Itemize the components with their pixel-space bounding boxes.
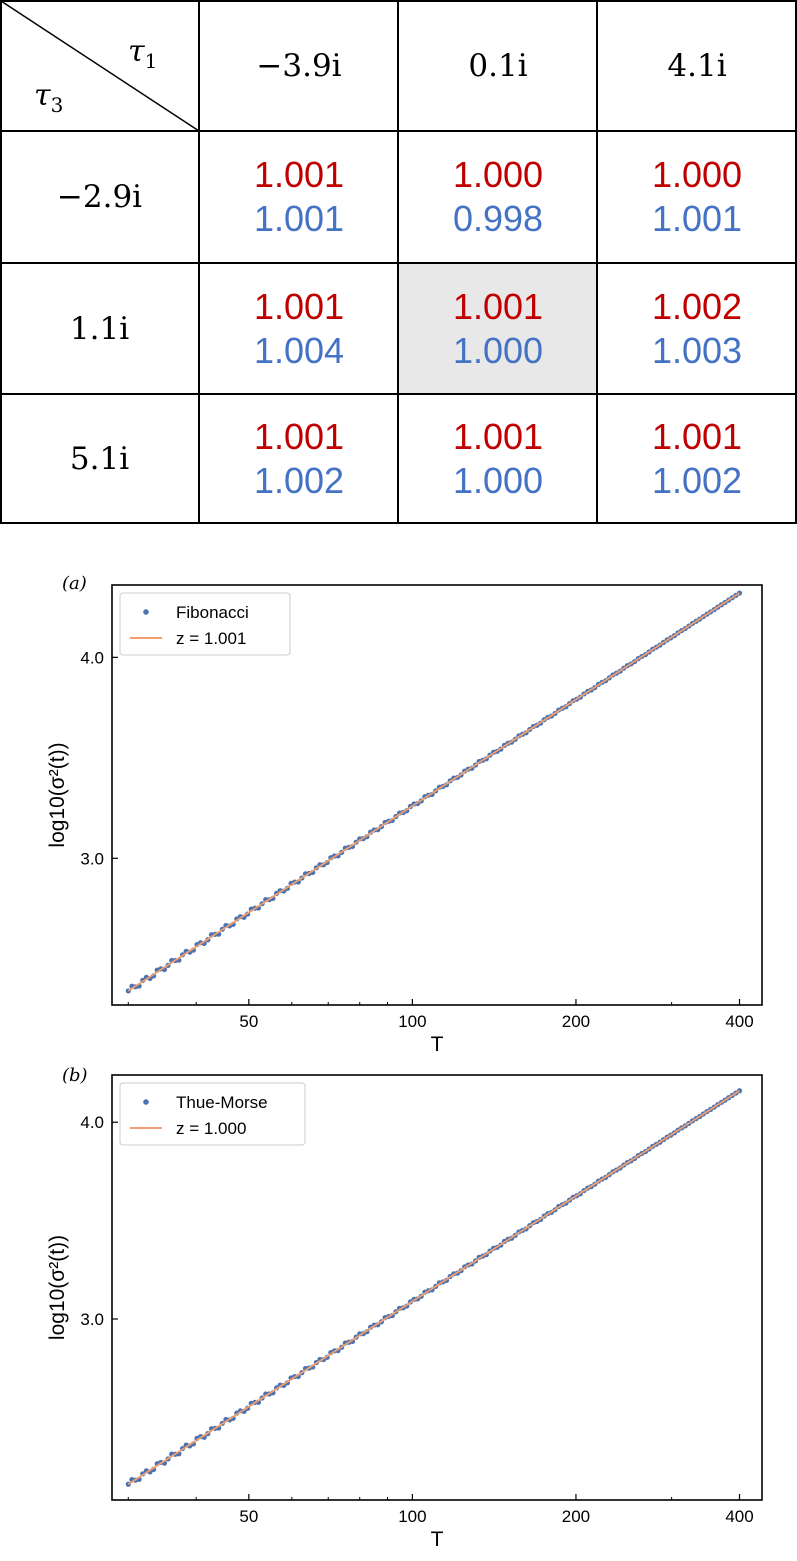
legend: Fibonacci z = 1.001 <box>119 592 291 656</box>
value-blue: 1.002 <box>651 460 743 501</box>
col-header: −3.9i <box>256 47 342 84</box>
col-header: 0.1i <box>468 47 528 84</box>
table-cell: 1.001 1.000 <box>399 394 597 524</box>
tau1-label: τ1 <box>128 34 158 73</box>
y-tick-label: 4.0 <box>80 1113 104 1132</box>
value-red: 1.001 <box>452 285 544 327</box>
x-tick-label: 50 <box>239 1507 258 1526</box>
legend-box <box>119 592 291 656</box>
row-header: 5.1i <box>69 441 130 477</box>
fit-line <box>127 592 741 992</box>
table-cell: 1.001 1.004 <box>199 263 399 394</box>
table-border-left <box>0 0 2 524</box>
table-cell: 1.000 1.001 <box>597 131 797 263</box>
row-header: 1.1i <box>69 310 130 347</box>
value-blue: 1.000 <box>452 460 544 501</box>
x-tick-label: 100 <box>398 1507 426 1526</box>
value-red: 1.000 <box>651 154 743 195</box>
highlight-cell-bg <box>399 263 597 394</box>
plot-frame <box>111 584 763 1006</box>
corner-diagonal <box>0 0 199 131</box>
value-red: 1.001 <box>253 285 345 327</box>
x-tick-label: 50 <box>239 1012 258 1031</box>
value-red: 1.002 <box>651 285 743 327</box>
table-cell: 1.001 1.002 <box>199 394 399 524</box>
results-table: τ1 τ3 −3.9i 0.1i 4.1i −2.9i 1.1i 5.1i 1.… <box>0 0 797 524</box>
plot-frame <box>111 1074 763 1501</box>
legend-box <box>119 1082 306 1146</box>
tau3-label: τ3 <box>34 78 64 117</box>
x-tick-label: 400 <box>725 1012 753 1031</box>
legend-label: z = 1.000 <box>176 1119 246 1138</box>
panel-label: (b) <box>62 1065 88 1086</box>
value-blue: 1.003 <box>651 329 743 371</box>
y-axis-title: log10(σ²(t)) <box>46 1235 69 1340</box>
y-tick-label: 3.0 <box>80 849 104 868</box>
table-cell-highlighted: 1.001 1.000 <box>399 263 597 394</box>
table-cell: 1.001 1.001 <box>199 131 399 263</box>
value-blue: 1.000 <box>452 329 544 371</box>
table-col-divider <box>596 0 598 524</box>
table-col-divider <box>397 0 399 524</box>
y-tick-label: 3.0 <box>80 1310 104 1329</box>
value-red: 1.001 <box>253 154 345 195</box>
x-tick-label: 100 <box>398 1012 426 1031</box>
table-cell: 1.002 1.003 <box>597 263 797 394</box>
value-red: 1.001 <box>651 416 743 457</box>
x-axis-title: T <box>431 1033 444 1055</box>
value-blue: 1.001 <box>651 198 743 239</box>
legend-label: Thue-Morse <box>176 1093 268 1112</box>
col-header: 4.1i <box>667 47 727 84</box>
legend-label: Fibonacci <box>176 603 249 622</box>
x-tick-label: 400 <box>725 1507 753 1526</box>
y-tick-label: 4.0 <box>80 648 104 667</box>
legend-label: z = 1.001 <box>176 629 246 648</box>
value-red: 1.001 <box>253 416 345 457</box>
table-border-right <box>795 0 797 524</box>
value-blue: 1.004 <box>253 329 345 371</box>
value-blue: 1.001 <box>253 198 345 239</box>
x-tick-label: 200 <box>562 1507 590 1526</box>
x-tick-label: 200 <box>562 1012 590 1031</box>
value-blue: 1.002 <box>253 460 345 501</box>
value-red: 1.001 <box>452 416 544 457</box>
value-blue: 0.998 <box>452 198 544 239</box>
legend-marker-points <box>143 609 149 615</box>
legend: Thue-Morse z = 1.000 <box>119 1082 306 1146</box>
row-header: −2.9i <box>56 179 143 215</box>
fit-line <box>127 1089 740 1486</box>
panel-label: (a) <box>62 573 87 594</box>
table-cell: 1.001 1.002 <box>597 394 797 524</box>
table-cell: 1.000 0.998 <box>399 131 597 263</box>
x-axis-title: T <box>431 1528 444 1551</box>
value-red: 1.000 <box>452 154 544 195</box>
legend-marker-points <box>143 1099 149 1105</box>
y-axis-title: log10(σ²(t)) <box>46 742 69 847</box>
table-col-divider <box>198 0 200 524</box>
